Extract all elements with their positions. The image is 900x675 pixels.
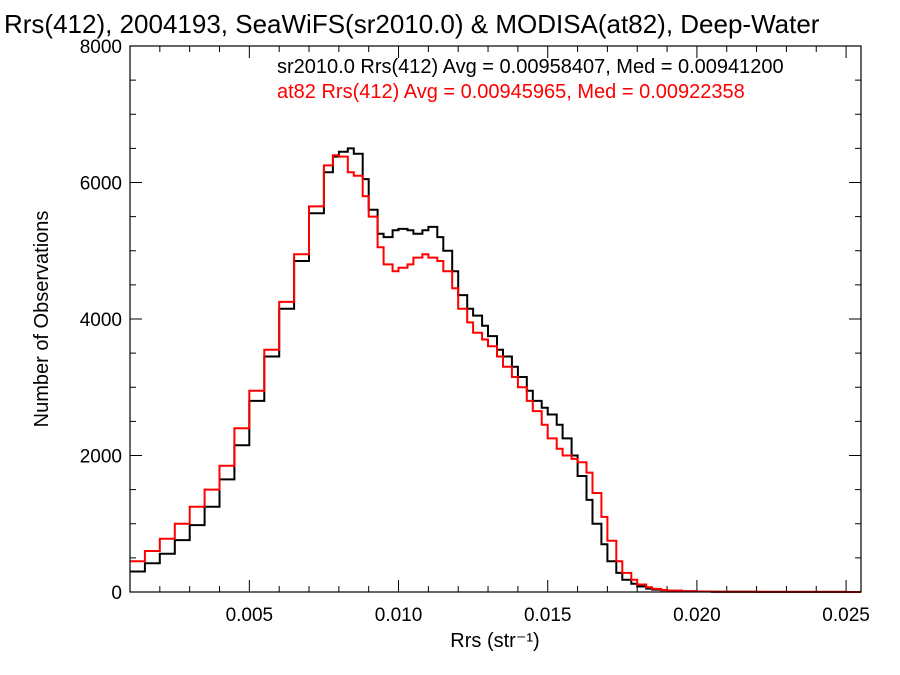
y-tick-label: 6000 <box>80 174 122 195</box>
x-tick-label: 0.025 <box>822 605 870 626</box>
series-sr2010-line <box>130 147 861 593</box>
y-axis-label: Number of Observations <box>31 211 53 428</box>
x-tick-label: 0.015 <box>524 605 572 626</box>
series-at82-line <box>130 154 861 593</box>
x-tick-label: 0.020 <box>673 605 721 626</box>
x-axis-label: Rrs (str⁻¹) <box>450 630 539 652</box>
axis-ticks: 0.005 0.010 0.015 0.020 0.025 0 2000 4000 6000 80… <box>80 37 870 626</box>
y-tick-label: 8000 <box>80 37 122 58</box>
x-tick-label: 0.005 <box>226 605 274 626</box>
plot-frame <box>129 45 862 593</box>
y-tick-label: 2000 <box>80 447 122 468</box>
annotation-at82: at82 Rrs(412) Avg = 0.00945965, Med = 0.… <box>277 81 745 103</box>
chart-title: Rrs(412), 2004193, SeaWiFS(sr2010.0) & M… <box>4 9 820 39</box>
x-tick-label: 0.010 <box>375 605 423 626</box>
data-series <box>130 147 861 593</box>
y-tick-label: 0 <box>111 583 122 604</box>
annotation-sr2010: sr2010.0 Rrs(412) Avg = 0.00958407, Med … <box>277 56 784 78</box>
y-tick-label: 4000 <box>80 310 122 331</box>
